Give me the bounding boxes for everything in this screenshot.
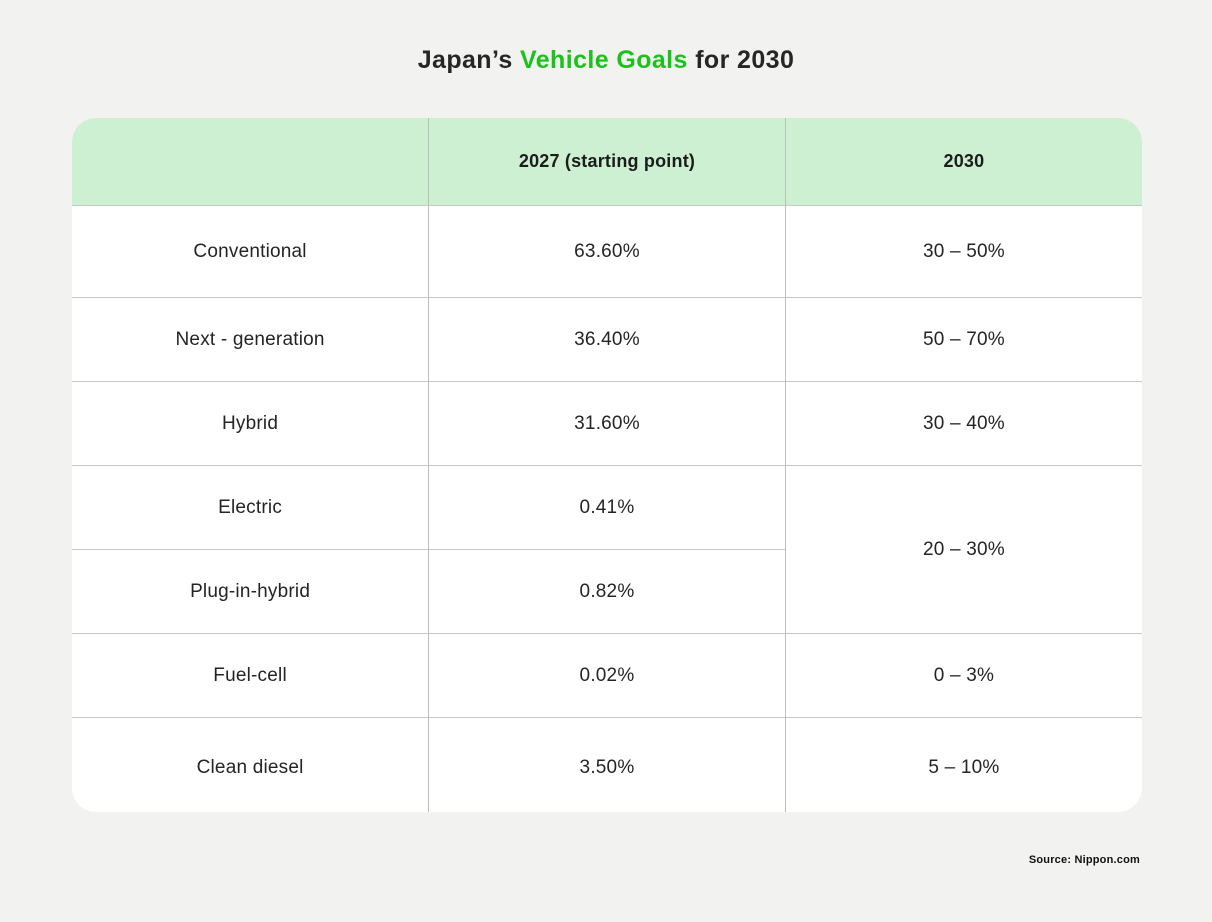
value-2030-cell: 50 – 70%	[784, 297, 1142, 382]
value-2027-cell: 36.40%	[428, 297, 786, 382]
category-cell: Hybrid	[72, 381, 429, 466]
table-row-electric: Electric 0.41% 20 – 30%	[72, 465, 1142, 634]
table-body: Conventional 63.60% 30 – 50% Next - gene…	[72, 205, 1142, 812]
category-cell: Plug-in-hybrid	[72, 549, 429, 634]
value-2027-cell: 0.02%	[428, 633, 786, 718]
value-2027-cell: 63.60%	[428, 205, 786, 298]
value-2030-cell: 5 – 10%	[784, 717, 1142, 812]
value-2030-cell: 30 – 40%	[784, 381, 1142, 466]
value-2027-cell: 0.41%	[428, 465, 786, 550]
table-row-conventional: Conventional 63.60% 30 – 50%	[72, 205, 1142, 298]
table-row-next-generation: Next - generation 36.40% 50 – 70%	[72, 297, 1142, 382]
category-cell: Electric	[72, 465, 429, 550]
value-2030-merged-cell: 20 – 30%	[784, 465, 1142, 634]
title-suffix: for 2030	[687, 46, 795, 74]
vehicle-goals-table: 2027 (starting point) 2030 Conventional …	[72, 118, 1142, 812]
category-cell: Next - generation	[72, 297, 429, 382]
table-row-fuel-cell: Fuel-cell 0.02% 0 – 3%	[72, 633, 1142, 718]
category-cell: Conventional	[72, 205, 429, 298]
title-prefix: Japan’s	[417, 46, 521, 74]
title-highlight: Vehicle Goals	[520, 46, 688, 74]
header-row: 2027 (starting point) 2030	[72, 118, 1142, 206]
table-header: 2027 (starting point) 2030	[72, 118, 1142, 206]
goals-table-card: 2027 (starting point) 2030 Conventional …	[72, 118, 1142, 812]
value-2027-cell: 3.50%	[428, 717, 786, 812]
source-credit: Source: Nippon.com	[1028, 854, 1140, 866]
value-2027-cell: 0.82%	[428, 549, 786, 634]
value-2030-cell: 0 – 3%	[784, 633, 1142, 718]
table-row-plug-in-hybrid: Plug-in-hybrid 0.82%	[72, 549, 1142, 634]
table-row-clean-diesel: Clean diesel 3.50% 5 – 10%	[72, 717, 1142, 812]
header-cell-2030: 2030	[784, 118, 1142, 206]
header-cell-2027: 2027 (starting point)	[428, 118, 786, 206]
table-row-hybrid: Hybrid 31.60% 30 – 40%	[72, 381, 1142, 466]
page-title: Japan’s Vehicle Goals for 2030	[0, 46, 1212, 75]
value-2027-cell: 31.60%	[428, 381, 786, 466]
category-cell: Fuel-cell	[72, 633, 429, 718]
category-cell: Clean diesel	[72, 717, 429, 812]
value-2030-cell: 30 – 50%	[784, 205, 1142, 298]
header-cell-category	[72, 118, 429, 206]
